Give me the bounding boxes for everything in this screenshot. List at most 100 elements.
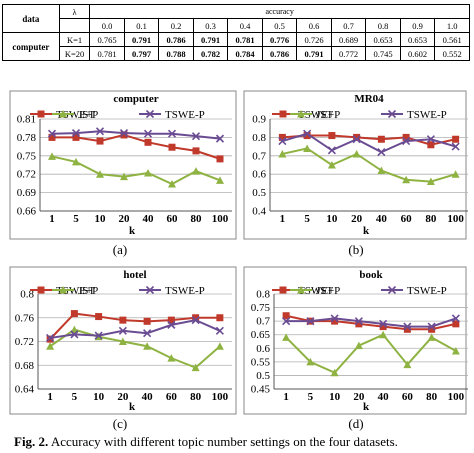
y-tick-label: 0.65 — [251, 329, 271, 341]
chart-title: MR04 — [354, 93, 384, 105]
data-point — [191, 363, 200, 372]
data-point — [282, 317, 291, 326]
data-point — [306, 317, 315, 326]
lambda-value: 0.6 — [296, 18, 332, 33]
legend-marker — [37, 110, 45, 118]
data-point — [120, 131, 128, 139]
data-point — [120, 172, 128, 181]
x-tick-label: 20 — [353, 391, 365, 403]
legend-item: TSWE-P — [139, 285, 205, 297]
y-tick-label: 0.6 — [252, 169, 266, 181]
y-tick-label: 0.4 — [252, 206, 266, 218]
y-tick-label: 0.9 — [252, 114, 266, 126]
x-tick-label: 80 — [426, 391, 438, 403]
x-tick-label: 20 — [117, 391, 129, 403]
y-tick-label: 0.45 — [251, 384, 271, 396]
y-tick-label: 0.7 — [252, 150, 266, 162]
table-cell: 0.786 — [261, 46, 298, 61]
data-point — [331, 317, 339, 325]
legend-label: TSWE-P — [407, 285, 447, 297]
data-point — [46, 342, 55, 350]
table-lambda-spacer — [58, 18, 91, 33]
data-point — [328, 132, 336, 140]
data-point — [353, 133, 361, 141]
legend-item: TSWE-P — [381, 285, 447, 297]
x-tick-label: 40 — [142, 391, 154, 403]
y-tick-label: 0.72 — [17, 169, 36, 181]
y-tick-label: 0.76 — [15, 312, 35, 324]
legend-marker — [387, 285, 397, 295]
table-cell: 0.772 — [330, 46, 367, 61]
series-line — [49, 319, 221, 339]
data-point — [46, 333, 55, 343]
legend-label: TSWE-P — [407, 109, 447, 121]
data-point — [168, 180, 176, 188]
legend-marker — [37, 286, 45, 294]
legend-label: TSWE+P — [298, 285, 340, 297]
table-cell: 0.653 — [399, 32, 436, 47]
data-point — [354, 317, 363, 326]
table-cell: 0.689 — [330, 32, 367, 47]
panel-label: (d) — [348, 416, 363, 431]
data-point — [118, 337, 127, 345]
legend-marker — [297, 286, 305, 294]
data-point — [216, 176, 224, 184]
chart-computer: 0.66 0.69 0.72 0.75 0.78 0.81 1 5 10 20 40 60 80 100 c… — [9, 90, 237, 257]
series-line — [51, 130, 221, 140]
x-tick-label: 100 — [447, 213, 464, 225]
lambda-value: 0.4 — [227, 18, 263, 33]
data-point — [303, 129, 312, 138]
data-point — [143, 329, 152, 338]
data-point — [143, 129, 153, 138]
x-tick-label: 20 — [119, 213, 131, 225]
chart-hotel: 0.64 0.68 0.72 0.76 0.8 1 5 10 20 40 60 80 100 hotel T… — [9, 266, 237, 431]
y-tick-label: 0.78 — [17, 132, 37, 144]
lambda-value: 0.8 — [365, 18, 401, 33]
x-axis-label: k — [129, 225, 136, 237]
data-point — [379, 330, 388, 339]
data-point — [216, 155, 224, 163]
y-tick-label: 0.81 — [17, 114, 36, 126]
data-point — [278, 137, 287, 146]
table-cell: 0.788 — [158, 46, 194, 61]
x-tick-label: 5 — [304, 213, 310, 225]
data-point — [96, 137, 104, 145]
data-point — [167, 354, 176, 362]
data-point — [95, 313, 103, 321]
table-cell: 0.797 — [123, 46, 160, 61]
chart-mr04: 0.4 0.5 0.6 0.7 0.8 0.9 1 5 10 20 40 60 80 100 MR04 TSW… — [243, 90, 468, 257]
table-row: computer K=1 0.765 0.791 0.786 0.791 0.781 0.7… — [2, 32, 470, 61]
legend-label: JST — [78, 285, 95, 297]
lambda-value: 0.0 — [89, 18, 125, 33]
x-tick-label: 40 — [376, 213, 388, 225]
table-cell: 0.602 — [399, 46, 436, 61]
figure-label: Fig. 2. — [14, 434, 49, 449]
y-tick-label: 0.75 — [251, 302, 271, 314]
table-cell: 0.791 — [296, 46, 332, 61]
table-cell: 0.781 — [227, 32, 263, 47]
series-line — [49, 328, 221, 369]
x-tick-label: 80 — [190, 391, 202, 403]
data-point — [95, 127, 105, 136]
series-line — [51, 155, 221, 186]
data-point — [144, 168, 152, 177]
table-cell: 0.765 — [89, 32, 125, 47]
y-tick-label: 0.66 — [17, 206, 37, 218]
data-point — [168, 143, 176, 151]
legend-label: TSWE-P — [165, 285, 205, 297]
data-point — [355, 320, 363, 328]
data-point — [330, 314, 339, 323]
table-k-cell: K=1 — [58, 32, 91, 47]
legend-marker — [279, 286, 287, 294]
table-cell: 0.653 — [365, 32, 401, 47]
x-tick-label: 1 — [283, 391, 289, 403]
data-point — [70, 330, 79, 339]
legend-item: TSWE-P — [139, 109, 205, 121]
legend-label: JST — [316, 285, 333, 297]
lambda-value: 1.0 — [434, 18, 470, 33]
x-tick-label: 60 — [167, 213, 179, 225]
x-tick-label: 60 — [402, 391, 414, 403]
data-point — [352, 149, 361, 158]
x-tick-label: 20 — [351, 213, 363, 225]
x-tick-label: 60 — [401, 213, 413, 225]
